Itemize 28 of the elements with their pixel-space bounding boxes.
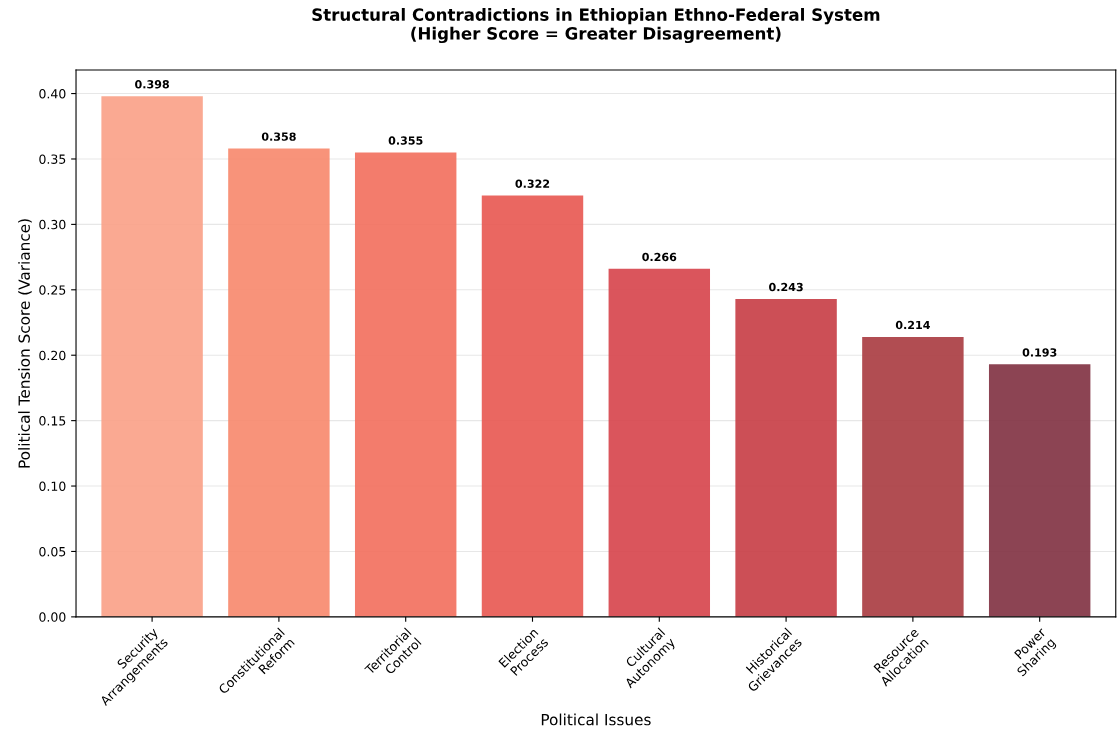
data-label: 0.322 <box>515 179 550 188</box>
x-axis-title: Political Issues <box>541 713 651 726</box>
y-tick-label: 0.10 <box>39 481 66 491</box>
y-tick-label: 0.20 <box>39 350 66 361</box>
data-label: 0.243 <box>769 282 803 292</box>
bar <box>608 268 711 617</box>
chart-title: Structural Contradictions in Ethiopian Ethno-Federal System (Higher Score = Greater Disagreement) <box>312 8 880 44</box>
bar <box>481 195 584 617</box>
y-tick-label: 0.15 <box>39 416 66 426</box>
data-label: 0.193 <box>1022 348 1057 357</box>
data-label: 0.358 <box>261 132 296 141</box>
data-label: 0.355 <box>388 136 423 145</box>
bar <box>988 364 1091 617</box>
bar <box>862 336 964 617</box>
y-axis-title: Political Tension Score (Variance) <box>18 219 32 468</box>
y-tick-label: 0.05 <box>39 546 66 557</box>
bar <box>354 152 457 617</box>
data-label: 0.214 <box>895 320 930 330</box>
y-tick-label: 0.35 <box>39 154 66 164</box>
bar <box>228 148 330 617</box>
data-label: 0.398 <box>135 80 169 89</box>
y-tick-label: 0.30 <box>39 219 66 230</box>
data-label: 0.266 <box>642 252 677 262</box>
bar <box>101 96 203 617</box>
bar <box>735 298 837 617</box>
y-tick-label: 0.25 <box>39 285 66 295</box>
y-tick-label: 0.40 <box>39 89 66 99</box>
y-tick-label: 0.00 <box>39 612 66 622</box>
